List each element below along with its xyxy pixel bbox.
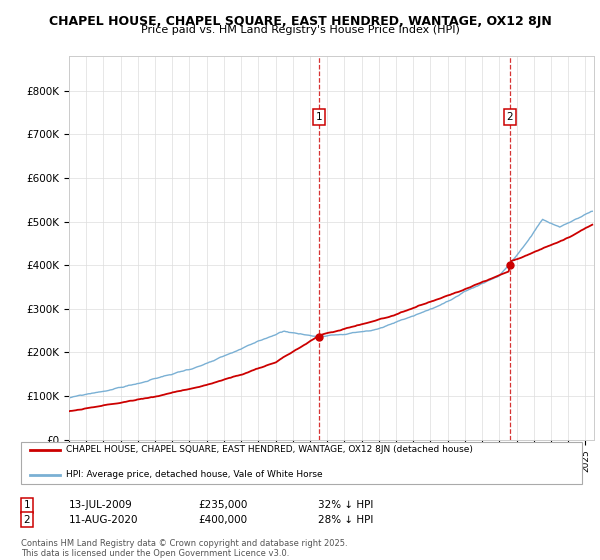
Text: £400,000: £400,000 <box>198 515 247 525</box>
Text: Contains HM Land Registry data © Crown copyright and database right 2025.
This d: Contains HM Land Registry data © Crown c… <box>21 539 347 558</box>
Text: 2: 2 <box>23 515 31 525</box>
Text: 32% ↓ HPI: 32% ↓ HPI <box>318 500 373 510</box>
Text: 1: 1 <box>23 500 31 510</box>
Text: 11-AUG-2020: 11-AUG-2020 <box>69 515 139 525</box>
Text: CHAPEL HOUSE, CHAPEL SQUARE, EAST HENDRED, WANTAGE, OX12 8JN (detached house): CHAPEL HOUSE, CHAPEL SQUARE, EAST HENDRE… <box>66 445 473 454</box>
Text: 1: 1 <box>316 112 322 122</box>
Text: 28% ↓ HPI: 28% ↓ HPI <box>318 515 373 525</box>
Text: HPI: Average price, detached house, Vale of White Horse: HPI: Average price, detached house, Vale… <box>66 470 323 479</box>
Text: 2: 2 <box>506 112 513 122</box>
Text: Price paid vs. HM Land Registry's House Price Index (HPI): Price paid vs. HM Land Registry's House … <box>140 25 460 35</box>
Text: £235,000: £235,000 <box>198 500 247 510</box>
Text: 13-JUL-2009: 13-JUL-2009 <box>69 500 133 510</box>
Text: CHAPEL HOUSE, CHAPEL SQUARE, EAST HENDRED, WANTAGE, OX12 8JN: CHAPEL HOUSE, CHAPEL SQUARE, EAST HENDRE… <box>49 15 551 27</box>
